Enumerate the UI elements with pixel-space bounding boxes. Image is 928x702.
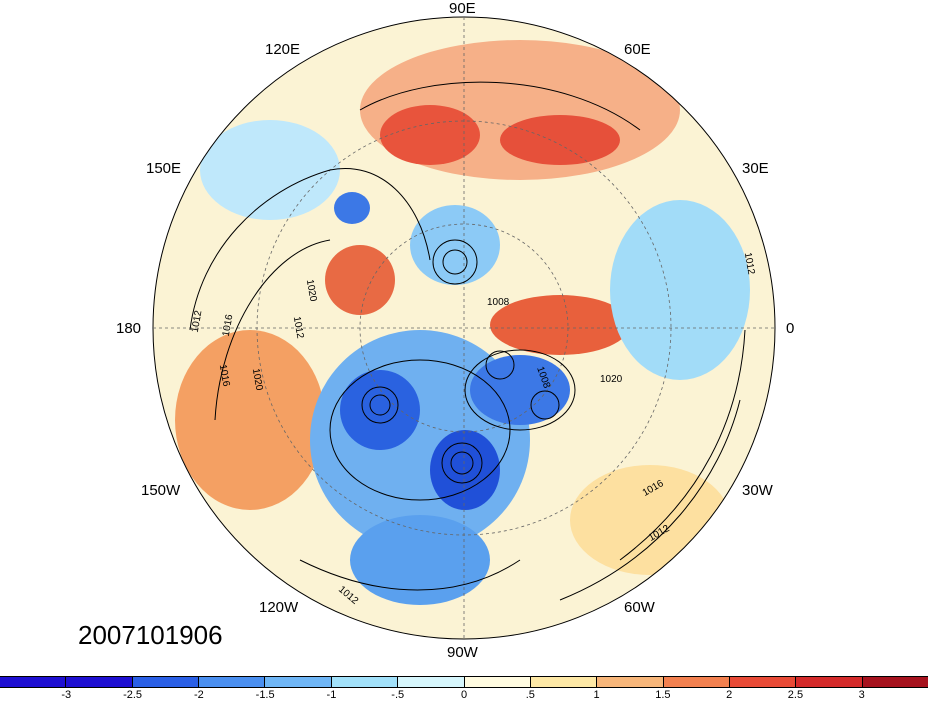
- lon-label-180: 180: [116, 320, 142, 337]
- colorbar-segment: [398, 677, 465, 687]
- colorbar-tick-label: -1.5: [255, 689, 275, 701]
- colorbar-segment: [530, 677, 598, 687]
- lon-label-150e: 150E: [146, 160, 182, 177]
- colorbar-tick-label: -3: [61, 689, 72, 701]
- lon-label-0: 0: [786, 320, 795, 337]
- colorbar: [0, 676, 928, 688]
- isobar-label: 1008: [487, 297, 510, 308]
- lon-label-150w: 150W: [141, 482, 181, 499]
- colorbar-segment: [597, 677, 664, 687]
- colorbar-segment: [0, 677, 67, 687]
- lon-label-90w: 90W: [447, 644, 478, 661]
- colorbar-segment: [862, 677, 928, 687]
- lon-label-30e: 30E: [742, 160, 769, 177]
- lon-label-30w: 30W: [742, 482, 773, 499]
- lon-label-120w: 120W: [259, 599, 299, 616]
- colorbar-segment: [199, 677, 266, 687]
- colorbar-tick-label: 2: [726, 689, 733, 701]
- colorbar-segment: [464, 677, 531, 687]
- colorbar-segment: [796, 677, 863, 687]
- isobar-label: 1020: [600, 374, 623, 385]
- lon-label-60w: 60W: [624, 599, 655, 616]
- colorbar-segment: [265, 677, 332, 687]
- colorbar-tick-label: 1: [593, 689, 600, 701]
- lon-label-60e: 60E: [624, 41, 651, 58]
- colorbar-tick-label: 3: [858, 689, 865, 701]
- graticule: [153, 17, 775, 639]
- colorbar-tick-label: 1.5: [655, 689, 671, 701]
- colorbar-tick-label: -1: [326, 689, 337, 701]
- lon-label-90e: 90E: [449, 0, 476, 17]
- colorbar-tick-label: -2: [193, 689, 204, 701]
- colorbar-tick-label: .5: [525, 689, 535, 701]
- colorbar-segment: [729, 677, 797, 687]
- colorbar-tick-label: -2.5: [123, 689, 143, 701]
- colorbar-segment: [663, 677, 730, 687]
- colorbar-tick-label: 2.5: [787, 689, 804, 701]
- colorbar-tick-label: 0: [460, 689, 468, 701]
- colorbar-segment: [66, 677, 133, 687]
- lon-label-120e: 120E: [265, 41, 301, 58]
- colorbar-segment: [331, 677, 399, 687]
- colorbar-segment: [132, 677, 200, 687]
- datestamp: 2007101906: [78, 620, 223, 650]
- colorbar-tick-label: -.5: [391, 689, 405, 701]
- isobars: [189, 81, 746, 601]
